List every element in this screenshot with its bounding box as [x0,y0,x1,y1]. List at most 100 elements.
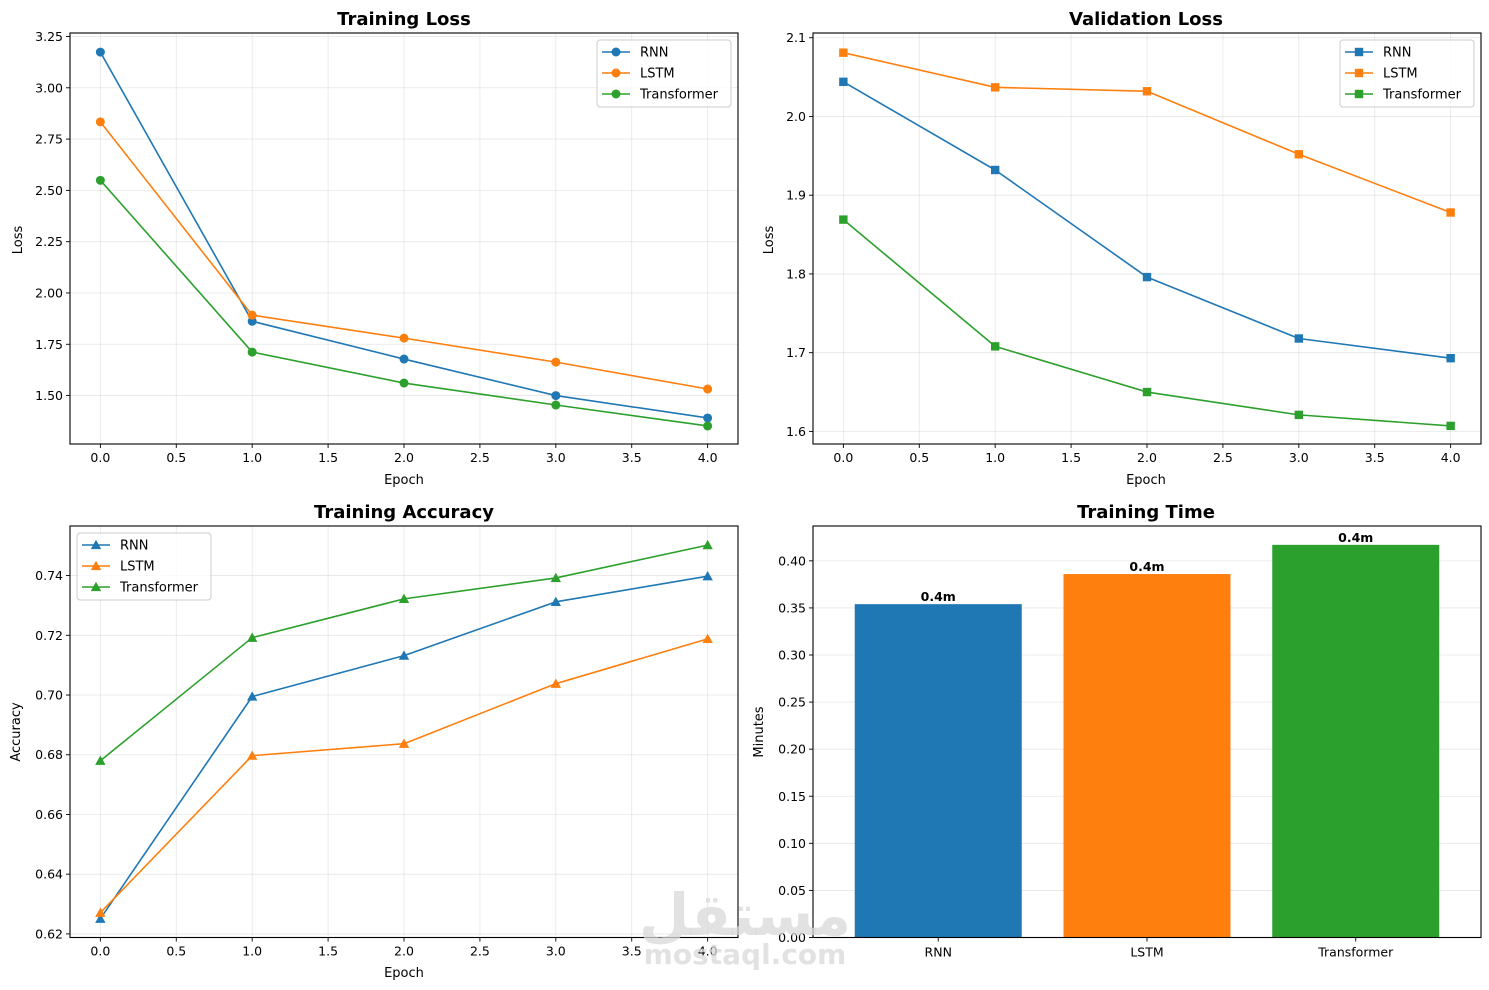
data-point [990,83,1000,92]
data-point [550,572,562,583]
legend-marker [611,68,621,78]
y-axis-label: Minutes [752,706,767,757]
watermark: مستقل mostaql.com [639,881,851,971]
bar [854,604,1022,938]
legend-marker [1354,47,1364,57]
legend-marker [90,539,102,550]
y-tick-label: 0.15 [778,789,806,804]
legend-marker [1354,89,1364,99]
data-point [95,907,106,917]
x-tick-label: LSTM [1130,945,1163,960]
data-point [247,347,257,357]
legend-marker [611,47,621,57]
legend-item-lstm: LSTM [1345,67,1418,82]
legend-label: Transformer [1382,88,1462,103]
y-tick-label: 0.05 [778,883,806,898]
data-point [550,678,562,688]
legend-marker [90,581,102,592]
x-tick-label: 0.5 [166,944,186,959]
x-tick-label: 4.0 [698,450,718,465]
data-point [839,48,848,57]
y-tick-label: 0.70 [35,688,63,703]
data-point [398,593,410,604]
chart-title: Training Time [1077,502,1215,523]
training-accuracy-panel: Training Accuracy Epoch Accuracy 0.0 0.5 1… [9,502,739,981]
plot-area [95,47,713,431]
series-lstm [95,117,713,394]
y-tick-label: 0.25 [778,695,806,710]
bar-lstm: 0.4m [1063,559,1231,938]
x-tick-label: 1.0 [985,450,1005,465]
y-tick-label: 0.66 [35,807,63,822]
legend-item-rnn: RNN [82,539,148,554]
y-tick-label: 2.50 [35,183,63,198]
axes-frame [69,32,739,445]
x-tick-label: 0.0 [90,450,110,465]
x-tick-label: 3.5 [622,944,642,959]
series-lstm [95,633,713,917]
legend-label: Transformer [639,88,719,103]
bar-value-label: 0.4m [1338,530,1373,545]
data-point [839,215,848,224]
y-tick-label: 3.25 [35,29,63,44]
axes-frame [812,525,1482,939]
data-point [990,342,1000,351]
data-point [550,596,562,607]
watermark-latin: mostaql.com [644,938,847,971]
data-point [247,310,257,320]
x-tick-label: 3.0 [1289,450,1309,465]
legend-item-transformer: Transformer [82,581,199,596]
legend-item-transformer: Transformer [602,88,719,103]
legend-item-rnn: RNN [602,46,668,61]
legend-label: Transformer [119,581,199,596]
x-tick-label: 1.5 [318,450,338,465]
bar [1063,574,1231,938]
plot-area [839,48,1455,431]
x-tick-label: RNN [925,945,952,960]
x-tick-label: 1.5 [318,944,338,959]
data-point [399,333,409,343]
legend: RNN LSTM Transformer [596,39,732,108]
x-tick-label: 3.0 [546,450,566,465]
legend-label: RNN [1383,46,1411,61]
x-axis-label: Epoch [384,473,424,488]
data-point [246,632,258,642]
y-tick-label: 2.1 [786,30,806,45]
data-point [702,539,713,550]
data-point [551,357,561,367]
y-tick-label: 1.7 [786,345,806,360]
series-transformer [95,175,713,431]
data-point [398,650,410,660]
data-point [839,77,848,87]
data-point [703,421,713,431]
x-axis-label: Epoch [1126,473,1166,488]
data-point [1294,334,1304,343]
data-point [399,378,409,388]
axes-frame [812,32,1482,445]
data-point [95,913,106,923]
bar-value-label: 0.4m [1129,559,1164,574]
axes: RNN LSTM Transformer 0.00 0.05 0.10 0.15 0.20 0.… [778,525,1482,960]
x-tick-label: 3.5 [622,450,642,465]
legend: RNN LSTM Transformer [1339,39,1475,108]
data-point [551,400,561,410]
legend-marker [1354,68,1364,78]
data-point [95,755,106,765]
x-tick-label: 0.0 [90,944,110,959]
y-tick-label: 0.40 [778,553,806,568]
x-tick-label: 3.0 [546,944,566,959]
series-rnn [839,77,1455,363]
y-tick-label: 0.20 [778,742,806,757]
data-point [703,413,713,423]
data-point [247,316,257,326]
bar-transformer: 0.4m [1272,530,1440,938]
legend-item-transformer: Transformer [1345,88,1462,103]
data-point [1294,150,1304,159]
y-tick-label: 2.75 [35,132,63,147]
y-tick-label: 0.72 [35,628,63,643]
y-tick-label: 1.6 [786,424,806,439]
legend-item-lstm: LSTM [82,560,155,575]
data-point [1446,208,1455,217]
axes: 0.0 0.5 1.0 1.5 2.0 2.5 3.0 3.5 4.0 1.6 1.7 1.8 1.9 2… [786,30,1482,465]
